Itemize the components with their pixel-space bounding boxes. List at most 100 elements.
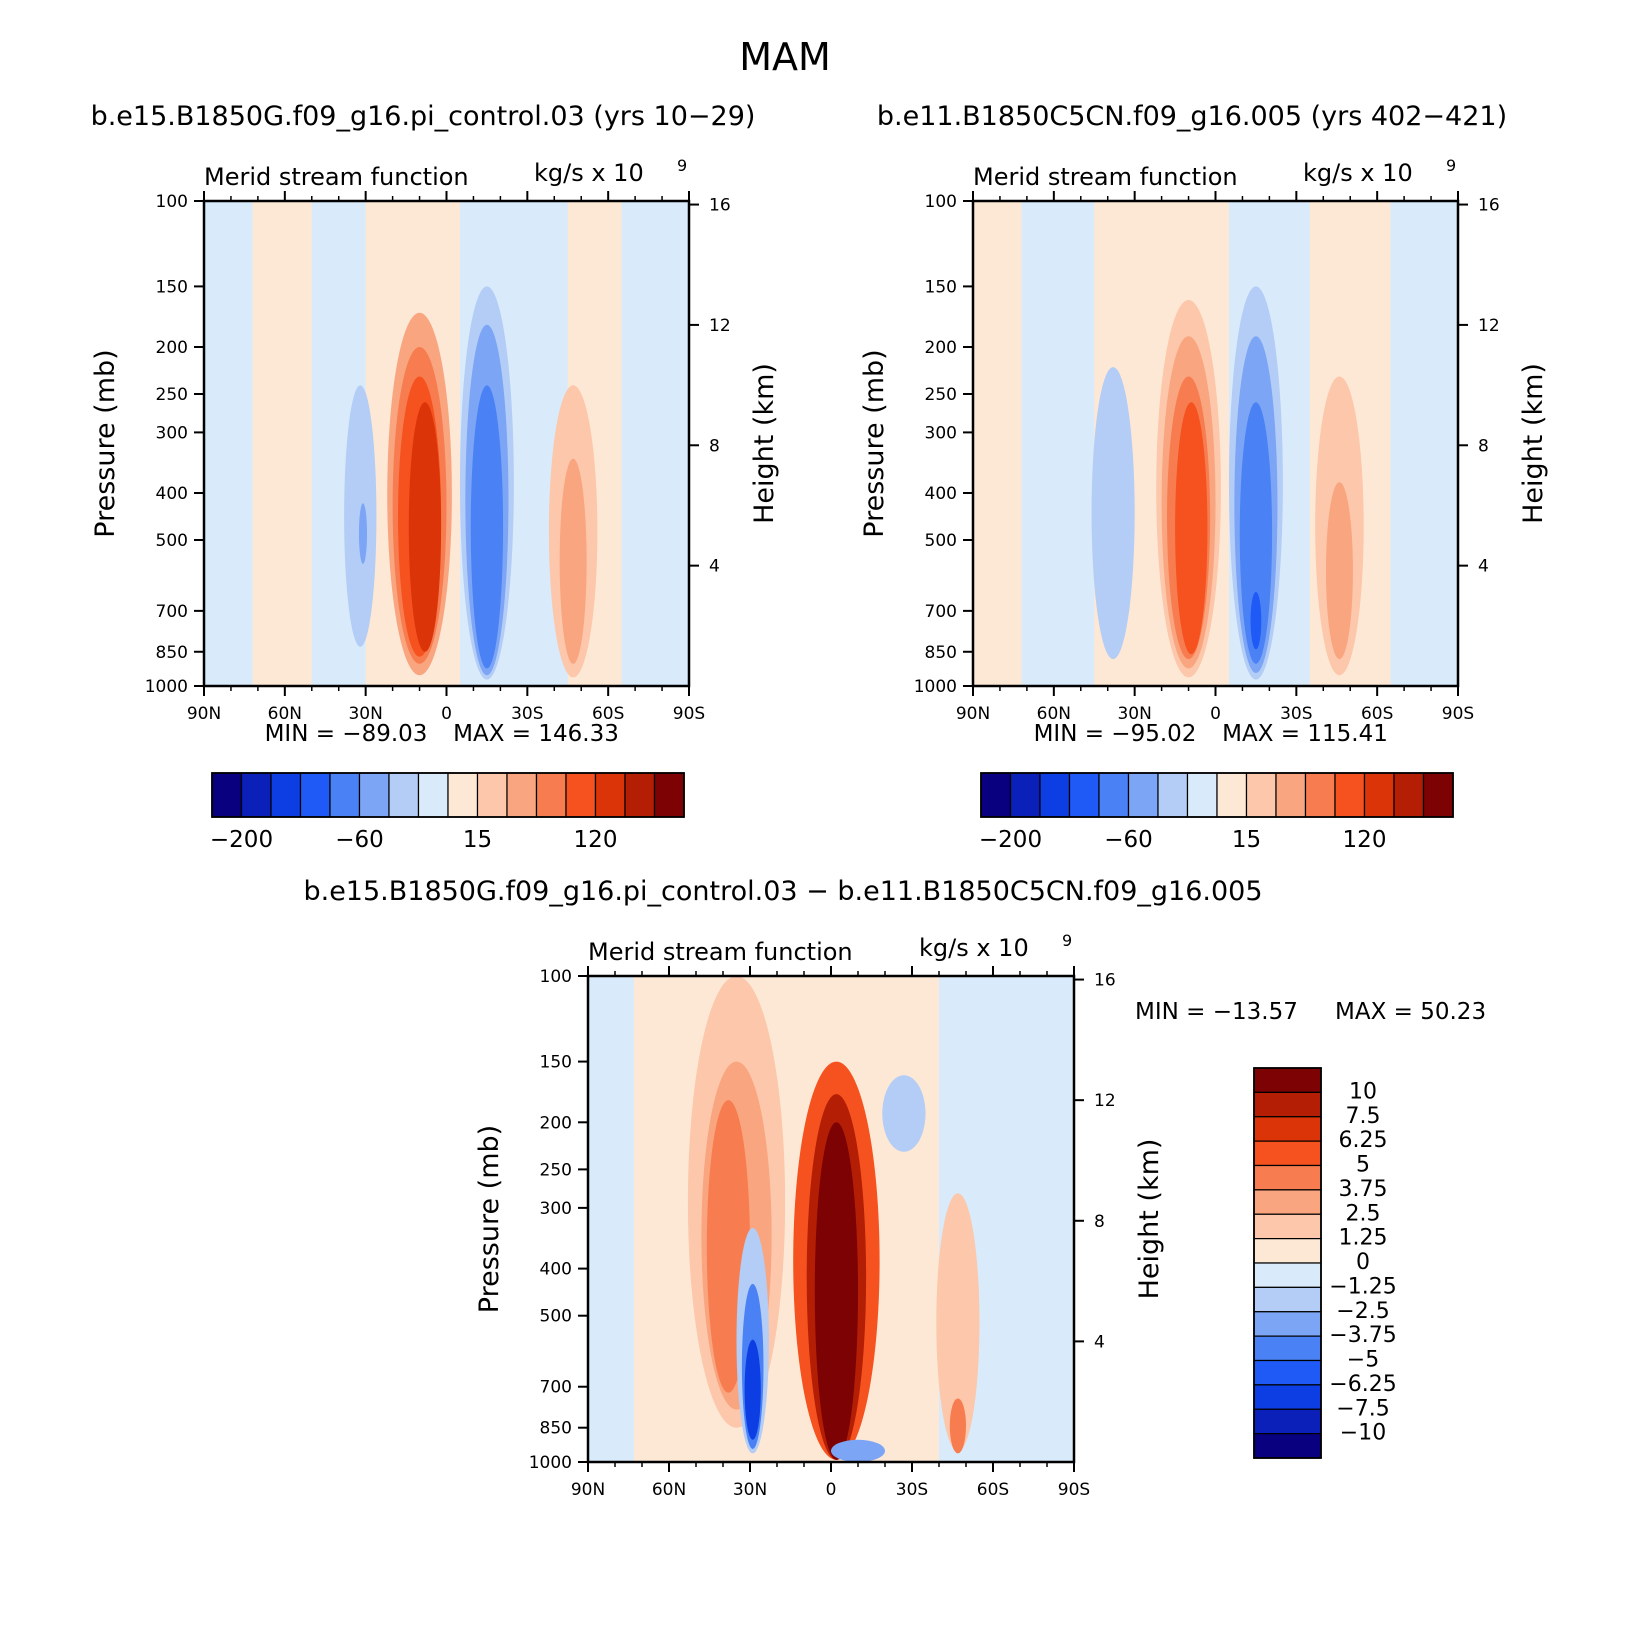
x-tick-label: 60S — [1361, 704, 1393, 724]
colorbar-cell — [565, 772, 597, 818]
y2-tick-label: 16 — [709, 196, 731, 216]
colorbar-cell — [1253, 1189, 1322, 1215]
contour-field — [973, 201, 1458, 686]
y-tick-label: 250 — [925, 385, 957, 405]
y-tick-label: 700 — [925, 602, 957, 622]
contour-region — [1091, 367, 1135, 660]
contour-region — [744, 1339, 761, 1440]
contour-region — [936, 1193, 980, 1452]
colorbar-label: −1.25 — [1329, 1274, 1396, 1299]
x-tick-label: 90S — [1058, 1480, 1090, 1500]
colorbar-cell — [388, 772, 420, 818]
field-band — [588, 976, 634, 1462]
colorbar-label: −200 — [210, 827, 273, 853]
y-axis-title: Pressure (mb) — [90, 349, 121, 537]
panels: b.e15.B1850G.f09_g16.pi_control.03 (yrs … — [90, 101, 1549, 1500]
colorbar-label: −5 — [1347, 1348, 1379, 1373]
colorbar-cell — [1009, 772, 1041, 818]
colorbar-cell — [624, 772, 656, 818]
colorbar-cell — [1216, 772, 1248, 818]
y-tick-label: 850 — [156, 643, 188, 663]
y-tick-label: 850 — [540, 1419, 572, 1439]
colorbar-cell — [1253, 1067, 1322, 1093]
colorbar-cell — [1253, 1140, 1322, 1167]
colorbar-label: −60 — [335, 827, 384, 853]
y2-tick-label: 8 — [709, 436, 720, 456]
y2-tick-label: 8 — [1094, 1212, 1105, 1232]
contour-field — [204, 201, 689, 686]
y2-tick-label: 8 — [1478, 436, 1489, 456]
main-title: MAM — [739, 35, 831, 79]
field-band — [1021, 201, 1095, 686]
x-tick-label: 30S — [1280, 704, 1312, 724]
field-band — [252, 201, 312, 686]
y-tick-label: 400 — [925, 484, 957, 504]
y-tick-label: 300 — [925, 423, 957, 443]
max-label: MAX = 146.33 — [453, 721, 619, 747]
y2-tick-label: 12 — [709, 316, 731, 336]
y-axis-title: Pressure (mb) — [859, 349, 890, 537]
colorbar-cell — [506, 772, 538, 818]
contour-region — [1239, 402, 1273, 664]
x-tick-label: 30N — [733, 1480, 767, 1500]
colorbar: −200 −60 15 120 — [979, 772, 1454, 853]
y-tick-label: 500 — [540, 1307, 572, 1327]
contour-region — [1325, 482, 1353, 660]
y-tick-label: 100 — [540, 967, 572, 987]
colorbar-cell — [1393, 772, 1425, 818]
colorbar-cell — [1253, 1164, 1322, 1191]
y-tick-label: 100 — [156, 192, 188, 212]
y-tick-label: 1000 — [145, 677, 188, 697]
y2-tick-label: 12 — [1094, 1091, 1116, 1111]
y-tick-label: 700 — [540, 1378, 572, 1398]
y2-tick-label: 4 — [1478, 557, 1489, 577]
colorbar-label: 120 — [574, 827, 618, 853]
colorbar-label: 3.75 — [1339, 1177, 1388, 1202]
y-tick-label: 400 — [540, 1260, 572, 1280]
y-tick-label: 200 — [156, 338, 188, 358]
contour-region — [1250, 591, 1262, 650]
y-tick-label: 150 — [540, 1053, 572, 1073]
left-label: Merid stream function — [588, 938, 853, 966]
colorbar-frame — [1253, 1067, 1322, 1459]
y2-tick-label: 12 — [1478, 316, 1500, 336]
colorbar-cell — [1253, 1286, 1322, 1313]
units-label: kg/s x 10 — [919, 934, 1029, 962]
y-tick-label: 500 — [925, 531, 957, 551]
max-label: MAX = 50.23 — [1335, 999, 1486, 1025]
colorbar-cell — [1253, 1359, 1322, 1386]
contour-region — [470, 385, 504, 669]
units-exponent: 9 — [677, 156, 687, 175]
colorbar-label: −60 — [1104, 827, 1153, 853]
colorbar-cell — [1334, 772, 1366, 818]
y-tick-label: 150 — [925, 277, 957, 297]
panel-3: b.e15.B1850G.f09_g16.pi_control.03 − b.e… — [303, 876, 1486, 1500]
colorbar-cell — [1068, 772, 1100, 818]
colorbar-cell — [1253, 1384, 1322, 1410]
colorbar-cell — [1253, 1262, 1322, 1288]
y2-tick-label: 16 — [1094, 971, 1116, 991]
colorbar-cell — [1098, 772, 1130, 818]
y2-tick-label: 16 — [1478, 196, 1500, 216]
y-tick-label: 200 — [925, 338, 957, 358]
x-tick-label: 60N — [268, 704, 302, 724]
colorbar-cell — [535, 772, 567, 818]
contour-region — [882, 1075, 926, 1152]
field-band — [973, 201, 1022, 686]
x-tick-label: 30S — [511, 704, 543, 724]
y-tick-label: 1000 — [529, 1453, 572, 1473]
y-tick-label: 850 — [925, 643, 957, 663]
min-label: MIN = −95.02 — [1034, 721, 1197, 747]
colorbar-frame — [980, 772, 1454, 818]
min-label: MIN = −13.57 — [1135, 999, 1298, 1025]
colorbar-cell — [1186, 772, 1218, 818]
colorbar-label: 2.5 — [1346, 1201, 1381, 1226]
x-tick-label: 90N — [571, 1480, 605, 1500]
x-tick-label: 90S — [1442, 704, 1474, 724]
colorbar-cell — [417, 772, 449, 818]
field-band — [912, 976, 939, 1462]
y2-axis-title: Height (km) — [749, 363, 780, 524]
colorbar-cell — [476, 772, 508, 818]
colorbar-cell — [1253, 1311, 1322, 1337]
